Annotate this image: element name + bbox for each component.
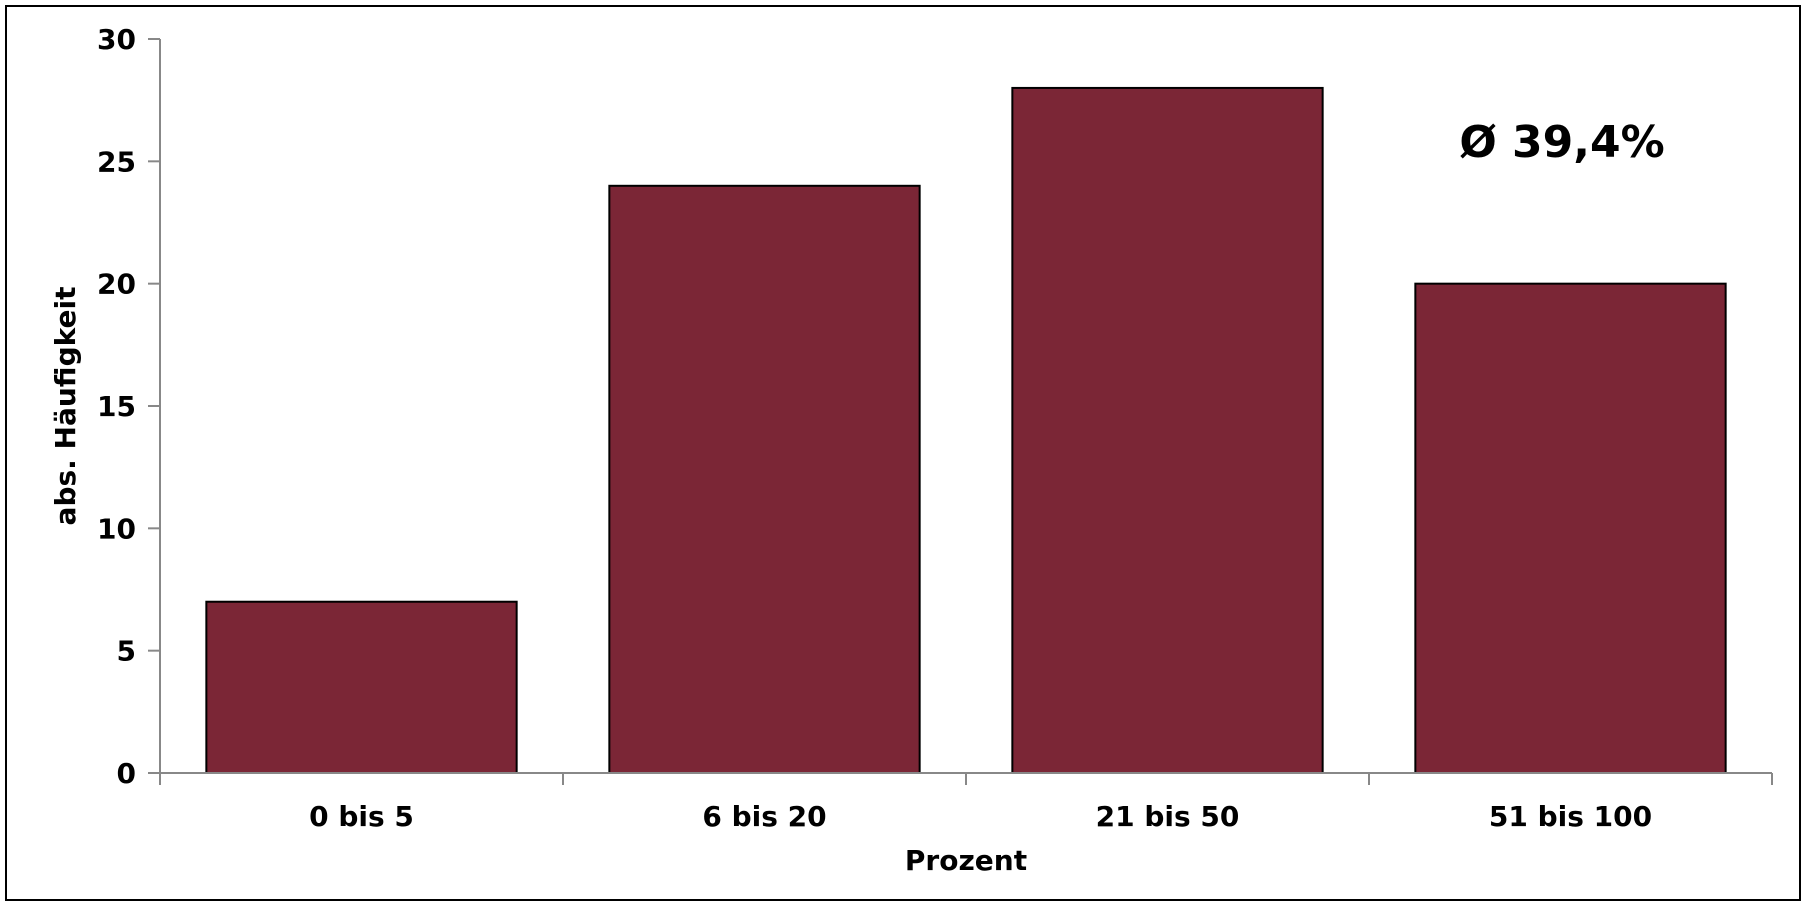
bar-1 — [205, 600, 518, 774]
y-tick-label: 0 — [117, 757, 136, 790]
y-tick-label: 25 — [97, 145, 136, 178]
bar-2 — [608, 184, 921, 775]
chart-frame: 0 5 10 15 20 25 30 0 bis 5 6 bis 20 21 bis 50 51 … — [5, 5, 1801, 901]
y-tick-label: 5 — [117, 635, 136, 668]
x-category-label: 51 bis 100 — [1489, 800, 1652, 833]
average-annotation: Ø 39,4% — [1459, 117, 1664, 168]
x-category-label: 0 bis 5 — [309, 800, 414, 833]
bar-chart: 0 5 10 15 20 25 30 0 bis 5 6 bis 20 21 bis 50 51 … — [49, 23, 1773, 877]
y-axis-title: abs. Häufigkeit — [49, 287, 82, 526]
x-category-label: 21 bis 50 — [1096, 800, 1240, 833]
x-category-label: 6 bis 20 — [702, 800, 826, 833]
bars — [205, 86, 1727, 775]
y-tick-label: 20 — [97, 268, 136, 301]
y-tick-label: 15 — [97, 390, 136, 423]
x-ticks: 0 bis 5 6 bis 20 21 bis 50 51 bis 100 — [159, 773, 1773, 833]
y-tick-label: 30 — [97, 23, 136, 56]
bar-4 — [1414, 282, 1727, 774]
y-tick-label: 10 — [97, 512, 136, 545]
x-axis-title: Prozent — [905, 844, 1027, 877]
y-ticks: 0 5 10 15 20 25 30 — [97, 23, 160, 790]
bar-3 — [1011, 86, 1324, 774]
